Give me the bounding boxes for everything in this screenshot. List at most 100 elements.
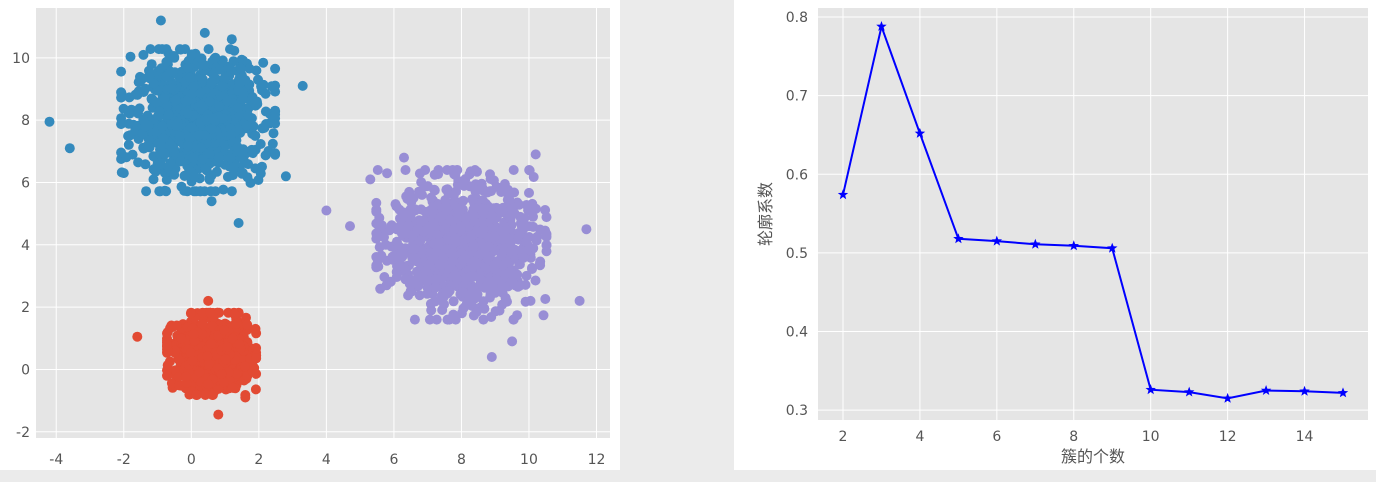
silhouette-point-marker bbox=[1030, 238, 1041, 249]
scatter-point bbox=[214, 64, 225, 75]
scatter-point bbox=[530, 149, 541, 160]
scatter-point bbox=[217, 81, 228, 92]
scatter-point bbox=[231, 318, 242, 329]
scatter-point bbox=[345, 221, 355, 232]
scatter-point bbox=[242, 319, 253, 330]
scatter-point bbox=[163, 109, 174, 120]
scatter-point bbox=[251, 353, 262, 364]
scatter-point bbox=[530, 275, 541, 286]
scatter-point bbox=[258, 79, 269, 90]
scatter-point bbox=[250, 130, 261, 141]
scatter-x-tick-label: 12 bbox=[588, 452, 606, 468]
scatter-point bbox=[206, 76, 217, 87]
scatter-point bbox=[116, 147, 127, 158]
line-y-tick-label: 0.4 bbox=[786, 325, 808, 341]
scatter-point bbox=[186, 122, 197, 133]
scatter-point bbox=[236, 63, 247, 74]
scatter-point bbox=[203, 358, 214, 369]
scatter-point bbox=[433, 237, 444, 248]
scatter-point bbox=[155, 15, 166, 26]
scatter-point bbox=[145, 44, 156, 55]
scatter-point bbox=[491, 274, 502, 285]
scatter-point bbox=[381, 280, 392, 291]
scatter-point bbox=[528, 211, 538, 222]
scatter-point bbox=[218, 377, 229, 388]
scatter-point bbox=[175, 131, 185, 142]
scatter-point bbox=[509, 187, 520, 198]
scatter-point bbox=[173, 372, 184, 382]
scatter-point bbox=[404, 186, 415, 197]
scatter-point bbox=[123, 131, 134, 141]
silhouette-point-marker bbox=[837, 189, 849, 200]
scatter-point bbox=[489, 231, 500, 242]
scatter-point bbox=[411, 256, 422, 267]
scatter-point bbox=[400, 165, 411, 175]
scatter-point bbox=[162, 340, 172, 350]
scatter-point bbox=[222, 341, 233, 352]
silhouette-point-marker bbox=[1107, 242, 1118, 253]
scatter-point bbox=[581, 224, 592, 235]
silhouette-point-marker bbox=[1068, 240, 1079, 251]
scatter-point bbox=[496, 249, 507, 260]
scatter-point bbox=[141, 186, 152, 197]
scatter-point bbox=[258, 57, 269, 68]
scatter-point bbox=[429, 169, 440, 180]
scatter-point bbox=[200, 163, 211, 174]
scatter-point bbox=[371, 218, 382, 229]
scatter-point bbox=[428, 218, 439, 229]
scatter-point bbox=[422, 181, 433, 192]
scatter-point bbox=[498, 269, 509, 280]
scatter-point bbox=[207, 113, 218, 124]
scatter-point bbox=[197, 307, 208, 318]
line-y-tick-label: 0.3 bbox=[786, 403, 808, 419]
scatter-point bbox=[270, 86, 281, 97]
scatter-point bbox=[205, 338, 216, 349]
scatter-x-tick-label: 10 bbox=[520, 452, 538, 468]
scatter-point bbox=[187, 355, 198, 366]
scatter-point bbox=[574, 295, 585, 306]
scatter-point bbox=[165, 66, 176, 77]
scatter-point bbox=[387, 251, 398, 262]
line-x-tick-label: 2 bbox=[839, 429, 848, 445]
scatter-point bbox=[227, 382, 238, 393]
scatter-point bbox=[438, 252, 449, 263]
scatter-point bbox=[205, 307, 216, 318]
scatter-point bbox=[140, 83, 151, 94]
scatter-point bbox=[414, 290, 425, 301]
scatter-point bbox=[218, 184, 229, 195]
scatter-point bbox=[132, 331, 143, 342]
scatter-point bbox=[260, 88, 271, 99]
silhouette-point-marker bbox=[1337, 387, 1349, 398]
scatter-point bbox=[116, 66, 127, 77]
scatter-point bbox=[535, 224, 546, 235]
scatter-x-tick-label: 2 bbox=[254, 452, 263, 468]
silhouette-series-line bbox=[842, 22, 1344, 400]
scatter-point bbox=[203, 295, 214, 306]
scatter-point bbox=[234, 339, 245, 350]
scatter-chart: -4 -2 0 2 4 6 8 10 12 -2 0 2 4 6 8 10 bbox=[12, 8, 610, 468]
scatter-point bbox=[270, 149, 281, 160]
scatter-point bbox=[226, 34, 237, 45]
scatter-point bbox=[162, 360, 173, 371]
scatter-point bbox=[448, 190, 459, 201]
scatter-point bbox=[430, 274, 441, 285]
scatter-point bbox=[199, 27, 210, 38]
scatter-point bbox=[247, 148, 258, 159]
scatter-y-tick-label: 2 bbox=[21, 300, 30, 316]
scatter-point bbox=[232, 142, 243, 152]
scatter-point bbox=[185, 347, 196, 358]
scatter-point bbox=[431, 246, 441, 257]
scatter-point bbox=[159, 148, 170, 159]
scatter-point bbox=[489, 263, 500, 274]
scatter-point bbox=[502, 194, 513, 205]
scatter-point bbox=[524, 165, 535, 176]
scatter-point bbox=[485, 174, 496, 184]
scatter-point bbox=[225, 63, 236, 74]
scatter-point bbox=[116, 92, 127, 103]
scatter-point bbox=[382, 168, 393, 179]
scatter-point bbox=[371, 260, 382, 271]
scatter-point bbox=[437, 305, 448, 315]
scatter-point bbox=[478, 296, 489, 307]
scatter-point bbox=[422, 288, 433, 299]
